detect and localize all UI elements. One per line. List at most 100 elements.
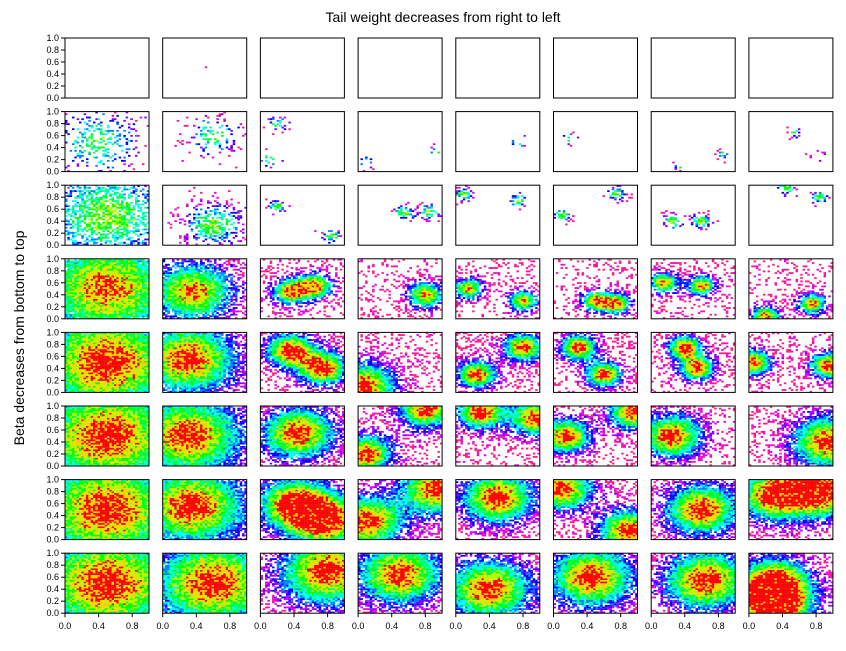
heatmap-cell bbox=[72, 205, 74, 207]
heatmap-cell bbox=[74, 267, 76, 269]
heatmap-cell bbox=[100, 240, 102, 242]
heatmap-cell bbox=[109, 275, 111, 277]
heatmap-cell bbox=[98, 294, 100, 296]
heatmap-cell bbox=[114, 214, 116, 216]
heatmap-cell bbox=[191, 222, 193, 224]
heatmap-cell bbox=[119, 264, 121, 266]
heatmap-cell bbox=[81, 312, 83, 314]
heatmap-cell bbox=[123, 212, 125, 214]
heatmap-cell bbox=[558, 215, 560, 217]
heatmap-cell bbox=[119, 290, 121, 292]
heatmap-cell bbox=[133, 214, 135, 216]
heatmap-cell bbox=[230, 199, 232, 201]
heatmap-cell bbox=[198, 217, 200, 219]
heatmap-cell bbox=[126, 272, 128, 274]
heatmap-cell bbox=[74, 150, 76, 152]
heatmap-cell bbox=[130, 209, 132, 211]
heatmap-cell bbox=[109, 219, 111, 221]
heatmap-cell bbox=[200, 227, 202, 229]
heatmap-cell bbox=[821, 194, 823, 196]
heatmap-cell bbox=[114, 277, 116, 279]
heatmap-cell bbox=[137, 307, 139, 309]
heatmap-cell bbox=[126, 275, 128, 277]
heatmap-cell bbox=[181, 219, 183, 221]
heatmap-cell bbox=[119, 299, 121, 301]
heatmap-cell bbox=[128, 295, 130, 297]
heatmap-cell bbox=[98, 147, 100, 149]
heatmap-cell bbox=[226, 128, 228, 130]
heatmap-cell bbox=[230, 145, 232, 147]
heatmap-cell bbox=[88, 190, 90, 192]
heatmap-cell bbox=[205, 135, 207, 137]
heatmap-cell bbox=[72, 264, 74, 266]
heatmap-cell bbox=[100, 274, 102, 276]
heatmap-cell bbox=[112, 310, 114, 312]
heatmap-cell bbox=[112, 229, 114, 231]
heatmap-cell bbox=[74, 307, 76, 309]
heatmap-cell bbox=[395, 210, 397, 212]
heatmap-cell bbox=[98, 299, 100, 301]
heatmap-cell bbox=[93, 284, 95, 286]
heatmap-cell bbox=[267, 162, 269, 164]
heatmap-cell bbox=[88, 117, 90, 119]
heatmap-cell bbox=[137, 204, 139, 206]
heatmap-cell bbox=[72, 277, 74, 279]
heatmap-cell bbox=[98, 265, 100, 267]
heatmap-cell bbox=[216, 212, 218, 214]
heatmap-cell bbox=[79, 155, 81, 157]
heatmap-cell bbox=[230, 147, 232, 149]
heatmap-cell bbox=[663, 215, 665, 217]
heatmap-cell bbox=[209, 224, 211, 226]
heatmap-cell bbox=[223, 118, 225, 120]
heatmap-cell bbox=[112, 274, 114, 276]
heatmap-cell bbox=[130, 163, 132, 165]
heatmap-cell bbox=[102, 274, 104, 276]
heatmap-cell bbox=[142, 280, 144, 282]
heatmap-cell bbox=[672, 162, 674, 164]
heatmap-cell bbox=[88, 229, 90, 231]
heatmap-cell bbox=[81, 260, 83, 262]
heatmap-cell bbox=[470, 190, 472, 192]
heatmap-cell bbox=[81, 310, 83, 312]
heatmap-cell bbox=[226, 237, 228, 239]
heatmap-cell bbox=[95, 165, 97, 167]
heatmap-cell bbox=[200, 155, 202, 157]
heatmap-cell bbox=[114, 137, 116, 139]
heatmap-cell bbox=[100, 292, 102, 294]
heatmap-cell bbox=[109, 285, 111, 287]
heatmap-cell bbox=[91, 297, 93, 299]
heatmap-cell bbox=[337, 230, 339, 232]
heatmap-cell bbox=[119, 214, 121, 216]
heatmap-panel-r3-c8 bbox=[749, 185, 833, 245]
heatmap-cell bbox=[226, 224, 228, 226]
heatmap-cell bbox=[102, 304, 104, 306]
heatmap-cell bbox=[188, 222, 190, 224]
heatmap-cell bbox=[133, 282, 135, 284]
heatmap-cell bbox=[67, 310, 69, 312]
heatmap-cell bbox=[193, 207, 195, 209]
heatmap-cell bbox=[98, 239, 100, 241]
heatmap-cell bbox=[107, 214, 109, 216]
heatmap-cell bbox=[95, 125, 97, 127]
heatmap-cell bbox=[610, 197, 612, 199]
heatmap-cell bbox=[240, 230, 242, 232]
heatmap-cell bbox=[109, 217, 111, 219]
heatmap-cell bbox=[102, 212, 104, 214]
heatmap-cell bbox=[675, 165, 677, 167]
heatmap-cell bbox=[70, 287, 72, 289]
heatmap-cell bbox=[179, 242, 181, 244]
heatmap-cell bbox=[144, 270, 146, 272]
heatmap-cell bbox=[137, 277, 139, 279]
heatmap-cell bbox=[119, 289, 121, 291]
heatmap-cell bbox=[86, 282, 88, 284]
heatmap-cell bbox=[79, 285, 81, 287]
heatmap-cell bbox=[74, 287, 76, 289]
heatmap-cell bbox=[230, 219, 232, 221]
heatmap-cell bbox=[828, 197, 830, 199]
heatmap-cell bbox=[140, 265, 142, 267]
heatmap-panel-r2-c8 bbox=[749, 112, 833, 172]
heatmap-cell bbox=[119, 297, 121, 299]
heatmap-cell bbox=[95, 260, 97, 262]
heatmap-cell bbox=[91, 305, 93, 307]
heatmap-cell bbox=[205, 219, 207, 221]
